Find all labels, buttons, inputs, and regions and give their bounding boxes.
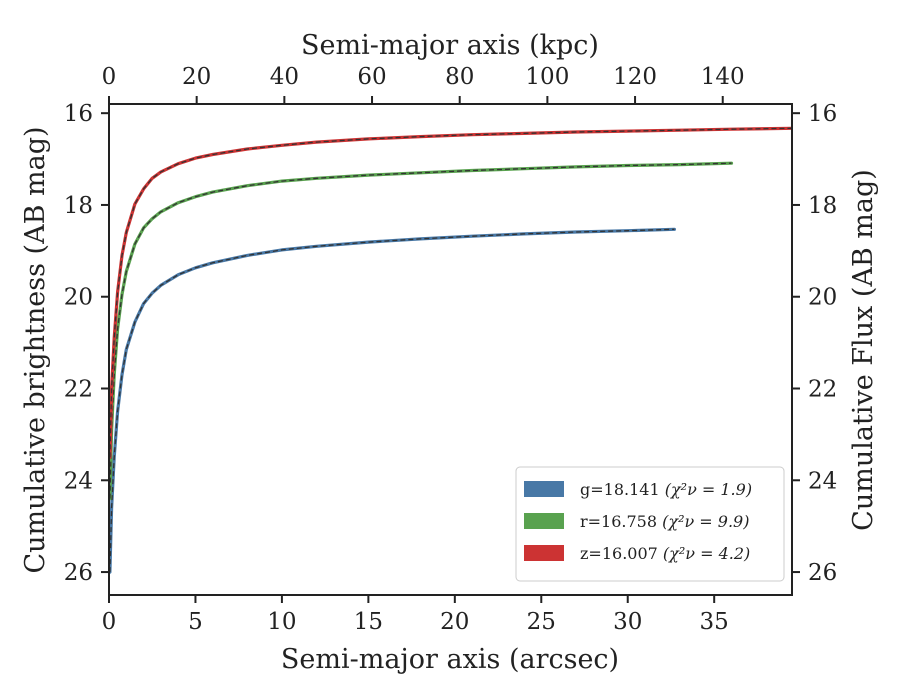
x2-tick-label: 0	[102, 64, 117, 90]
legend-chi-label: (χ²ν = 9.9)	[662, 512, 749, 531]
x-tick-label: 5	[188, 609, 203, 635]
model-fit-line	[109, 162, 732, 499]
y2-tick-label: 22	[808, 377, 837, 403]
y-axis-title: Cumulative brightness (AB mag)	[20, 126, 51, 573]
series-line	[109, 161, 734, 501]
legend-swatch	[524, 545, 564, 561]
legend-series-name: r=16.758	[580, 512, 662, 531]
legend-chi-label: (χ²ν = 4.2)	[663, 544, 750, 563]
legend-swatch	[524, 481, 564, 497]
y-tick-label: 24	[64, 468, 93, 494]
y-tick-label: 16	[64, 101, 93, 127]
y2-tick-label: 18	[808, 193, 837, 219]
x2-tick-label: 120	[613, 64, 657, 90]
legend-label: g=18.141 (χ²ν = 1.9)	[580, 480, 752, 499]
model-fit-line	[109, 228, 675, 573]
legend-swatch	[524, 513, 564, 529]
model-fit-line	[109, 127, 792, 458]
series-layer	[109, 126, 792, 574]
x-tick-label: 15	[354, 609, 383, 635]
y2-tick-label: 26	[808, 560, 837, 586]
plot-frame	[108, 103, 793, 596]
x2-tick-label: 140	[701, 64, 745, 90]
x2-tick-label: 60	[357, 64, 386, 90]
x2-tick-label: 80	[445, 64, 474, 90]
y2-tick-label: 20	[808, 285, 837, 311]
x-axis-title: Semi-major axis (arcsec)	[281, 644, 619, 675]
x-tick-label: 35	[700, 609, 729, 635]
y2-axis-title: Cumulative Flux (AB mag)	[848, 169, 879, 531]
ticks-layer: 0 5 10 15 20 25 30 35 0 20 40 60 80 100 120 140 16 16 18 18…	[64, 64, 838, 635]
y-tick-label: 26	[64, 560, 93, 586]
x2-tick-label: 20	[182, 64, 211, 90]
y2-tick-label: 24	[808, 468, 837, 494]
legend-box	[515, 466, 785, 582]
x-tick-label: 30	[613, 609, 642, 635]
y-tick-label: 18	[64, 193, 93, 219]
legend-chi-label: (χ²ν = 1.9)	[665, 480, 752, 499]
x2-tick-label: 100	[525, 64, 569, 90]
x-tick-label: 25	[527, 609, 556, 635]
y-tick-label: 22	[64, 377, 93, 403]
y-tick-label: 20	[64, 285, 93, 311]
x2-tick-label: 40	[270, 64, 299, 90]
x-tick-label: 0	[102, 609, 117, 635]
x2-axis-title: Semi-major axis (kpc)	[301, 30, 599, 61]
legend: g=18.141 (χ²ν = 1.9)r=16.758 (χ²ν = 9.9)…	[515, 466, 785, 582]
legend-series-name: z=16.007	[580, 544, 663, 563]
legend-label: r=16.758 (χ²ν = 9.9)	[580, 512, 749, 531]
legend-series-name: g=18.141	[580, 480, 665, 499]
series-line	[109, 126, 792, 459]
y2-tick-label: 16	[808, 101, 837, 127]
legend-label: z=16.007 (χ²ν = 4.2)	[580, 544, 750, 563]
x-tick-label: 20	[440, 609, 469, 635]
x-tick-label: 10	[267, 609, 296, 635]
